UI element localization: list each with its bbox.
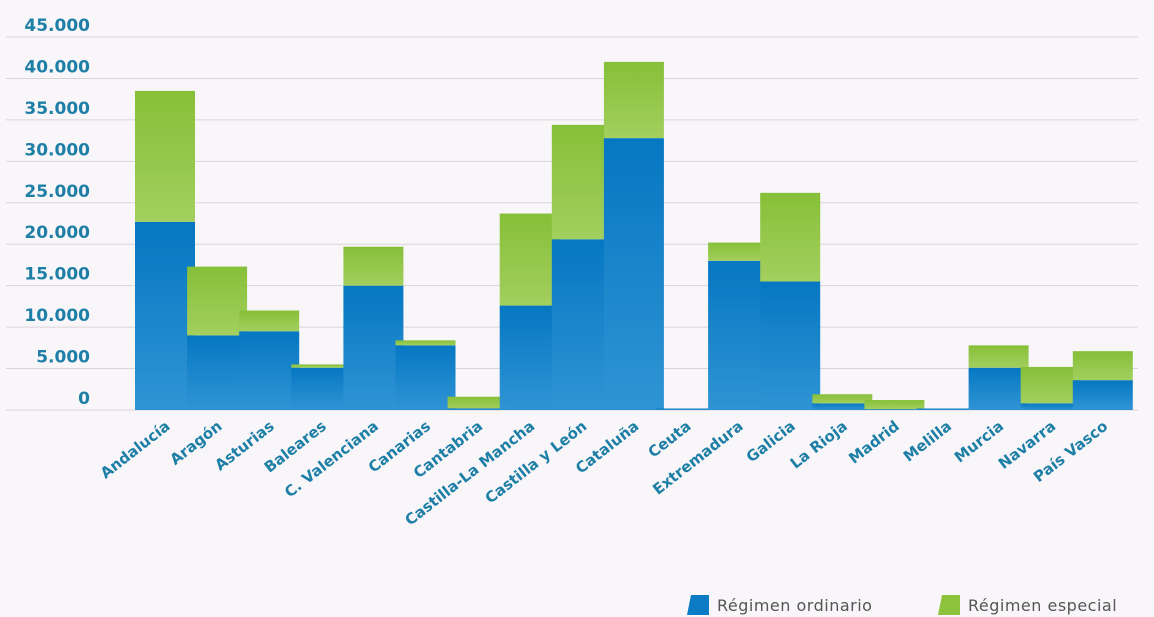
bar-regimen-ordinario bbox=[916, 408, 977, 410]
bar-regimen-especial bbox=[1072, 351, 1133, 381]
x-tick-label: C. Valenciana bbox=[281, 417, 382, 501]
bars bbox=[135, 61, 1133, 410]
bar-regimen-ordinario bbox=[812, 403, 873, 410]
bar-regimen-especial bbox=[968, 345, 1029, 368]
bar-regimen-especial bbox=[551, 124, 612, 240]
y-axis-ticks: 0 5.000 10.000 15.000 20.000 25.000 30.000 35.0… bbox=[24, 16, 90, 409]
y-tick-label: 0 bbox=[78, 389, 90, 409]
y-tick-label: 45.000 bbox=[24, 16, 90, 36]
bar-regimen-ordinario bbox=[1072, 380, 1133, 410]
legend-label-regimen-ordinario: Régimen ordinario bbox=[717, 596, 872, 615]
y-tick-label: 20.000 bbox=[24, 223, 90, 243]
legend-swatch-regimen-especial bbox=[938, 595, 960, 615]
bar-regimen-especial bbox=[239, 310, 300, 332]
bar-regimen-ordinario bbox=[395, 345, 456, 410]
y-tick-label: 5.000 bbox=[36, 348, 90, 368]
bar-regimen-especial bbox=[499, 213, 560, 306]
bar-regimen-especial bbox=[864, 400, 925, 410]
bar-regimen-ordinario bbox=[551, 239, 612, 410]
bar-regimen-ordinario bbox=[135, 221, 195, 410]
x-tick-label: Madrid bbox=[845, 417, 903, 468]
bar-regimen-ordinario bbox=[343, 285, 404, 410]
bar-regimen-ordinario bbox=[239, 331, 300, 410]
bar-regimen-especial bbox=[343, 246, 404, 286]
bar-regimen-especial bbox=[708, 242, 769, 261]
x-tick-label: La Rioja bbox=[787, 417, 851, 473]
bar-regimen-ordinario bbox=[499, 305, 560, 410]
bar-regimen-especial bbox=[760, 192, 821, 282]
legend-swatch-regimen-ordinario bbox=[687, 595, 709, 615]
bar-regimen-ordinario bbox=[291, 367, 352, 410]
bar-regimen-ordinario bbox=[760, 281, 821, 410]
bar-regimen-especial bbox=[812, 394, 873, 404]
bar-regimen-especial bbox=[1020, 366, 1081, 404]
y-tick-label: 10.000 bbox=[24, 306, 90, 326]
bar-regimen-ordinario bbox=[864, 408, 925, 410]
bar-regimen-especial bbox=[187, 266, 248, 336]
x-tick-label: Melilla bbox=[900, 417, 955, 466]
bar-regimen-ordinario bbox=[1020, 403, 1081, 410]
bar-regimen-especial bbox=[603, 61, 664, 139]
legend: Régimen ordinario Régimen especial bbox=[687, 595, 1117, 615]
x-tick-label: Andalucía bbox=[97, 417, 174, 482]
bar-regimen-especial bbox=[135, 90, 195, 222]
y-tick-label: 25.000 bbox=[24, 182, 90, 202]
legend-label-regimen-especial: Régimen especial bbox=[968, 596, 1117, 615]
bar-regimen-especial bbox=[447, 396, 508, 409]
bar-regimen-ordinario bbox=[656, 408, 716, 410]
bar-regimen-especial bbox=[395, 340, 456, 346]
bar-regimen-ordinario bbox=[603, 138, 664, 410]
bar-regimen-ordinario bbox=[187, 335, 248, 410]
x-tick-label: Extremadura bbox=[649, 417, 746, 499]
bar-regimen-especial bbox=[291, 364, 352, 368]
bar-regimen-ordinario bbox=[968, 367, 1029, 410]
y-tick-label: 30.000 bbox=[24, 140, 90, 160]
y-tick-label: 40.000 bbox=[24, 57, 90, 77]
y-tick-label: 15.000 bbox=[24, 265, 90, 285]
bar-regimen-ordinario bbox=[708, 260, 769, 410]
bar-regimen-ordinario bbox=[447, 408, 508, 410]
y-tick-label: 35.000 bbox=[24, 99, 90, 119]
